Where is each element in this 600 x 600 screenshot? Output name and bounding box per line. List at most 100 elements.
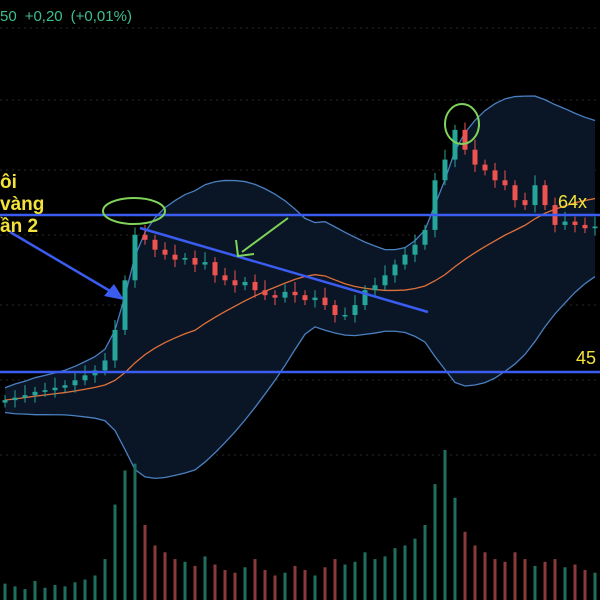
volume-bar bbox=[123, 470, 127, 600]
candle-body bbox=[102, 360, 108, 371]
volume-bar bbox=[23, 589, 27, 600]
candle-body bbox=[562, 221, 568, 225]
volume-bar bbox=[173, 559, 177, 600]
volume-bar bbox=[143, 525, 147, 600]
volume-bar bbox=[533, 565, 537, 600]
candle-body bbox=[382, 275, 388, 286]
volume-bar bbox=[113, 504, 117, 600]
candle-body bbox=[22, 395, 28, 398]
candle-body bbox=[72, 380, 78, 386]
volume-bar bbox=[553, 559, 557, 600]
candle-body bbox=[252, 281, 258, 291]
volume-bar bbox=[303, 570, 307, 600]
candle-body bbox=[422, 229, 428, 245]
volume-bar bbox=[323, 567, 327, 600]
peak-circle bbox=[102, 197, 166, 225]
volume-bar bbox=[93, 575, 97, 600]
volume-bar bbox=[73, 582, 77, 600]
candle-body bbox=[372, 285, 378, 291]
candle-body bbox=[242, 281, 248, 286]
arrow-line bbox=[9, 230, 123, 300]
candle-body bbox=[502, 180, 508, 186]
annotation-line: ôi bbox=[0, 172, 17, 193]
volume-bar bbox=[483, 552, 487, 600]
candle-body bbox=[212, 262, 218, 276]
candle-body bbox=[362, 290, 368, 306]
candle-body bbox=[202, 262, 208, 265]
candle-body bbox=[592, 226, 598, 229]
level-label-upper: 64x bbox=[558, 192, 588, 212]
candle-body bbox=[572, 221, 578, 225]
annotation-line: vàng bbox=[0, 194, 45, 215]
candle-body bbox=[322, 297, 328, 306]
candle-body bbox=[522, 200, 528, 206]
moving-average bbox=[4, 197, 596, 401]
annotation-line: ần 2 bbox=[0, 216, 39, 237]
volume-bar bbox=[293, 565, 297, 600]
candle-body bbox=[492, 170, 498, 181]
volume-bar bbox=[333, 559, 337, 600]
volume-bar bbox=[343, 564, 347, 600]
candle-body bbox=[162, 249, 168, 255]
candle-body bbox=[432, 180, 438, 230]
volume-bar bbox=[233, 572, 237, 600]
green-arrow-line bbox=[241, 217, 289, 253]
candle-body bbox=[452, 129, 458, 160]
candle-body bbox=[32, 391, 38, 396]
volume-bar bbox=[443, 450, 447, 600]
volume-bar bbox=[573, 564, 577, 600]
candle-body bbox=[482, 164, 488, 171]
candle-body bbox=[272, 295, 278, 298]
volume-bar bbox=[163, 552, 167, 600]
bollinger-fill bbox=[5, 96, 595, 479]
candle-body bbox=[532, 185, 538, 206]
volume-bar bbox=[363, 552, 367, 600]
candle-body bbox=[172, 254, 178, 260]
candle-body bbox=[442, 159, 448, 181]
candle-body bbox=[132, 234, 138, 281]
volume-bar bbox=[183, 561, 187, 600]
volume-bar bbox=[133, 463, 137, 600]
trend-line bbox=[139, 226, 429, 314]
volume-bar bbox=[63, 586, 67, 600]
candle-body bbox=[52, 387, 58, 391]
volume-bar bbox=[493, 559, 497, 600]
candle-body bbox=[142, 234, 148, 240]
candle-body bbox=[2, 400, 8, 403]
volume-bar bbox=[43, 587, 47, 600]
candle-body bbox=[62, 385, 68, 388]
volume-bar bbox=[153, 545, 157, 600]
volume-bar bbox=[243, 567, 247, 600]
price-change: +0,20 bbox=[24, 8, 63, 25]
volume-bar bbox=[543, 561, 547, 600]
bollinger-lower bbox=[4, 276, 596, 480]
volume-bar bbox=[203, 556, 207, 600]
volume-bar bbox=[253, 559, 257, 600]
volume-bar bbox=[83, 579, 87, 600]
candle-body bbox=[82, 375, 88, 381]
candle-body bbox=[472, 149, 478, 165]
candle-body bbox=[412, 244, 418, 255]
volume-bar bbox=[353, 561, 357, 600]
candle-body bbox=[332, 305, 338, 315]
candle-body bbox=[512, 185, 518, 201]
volume-bar bbox=[453, 497, 457, 600]
volume-bar bbox=[213, 564, 217, 600]
candle-body bbox=[192, 257, 198, 265]
candle-body bbox=[342, 315, 348, 317]
volume-bar bbox=[503, 561, 507, 600]
volume-bar bbox=[563, 567, 567, 600]
candle-body bbox=[12, 397, 18, 401]
volume-bar bbox=[33, 580, 37, 600]
volume-bar bbox=[593, 572, 597, 600]
volume-bar bbox=[13, 586, 17, 600]
volume-bar bbox=[3, 583, 7, 600]
candle-body bbox=[302, 295, 308, 301]
volume-bar bbox=[383, 556, 387, 600]
volume-bar bbox=[273, 575, 277, 600]
volume-bar bbox=[193, 565, 197, 600]
volume-bar bbox=[413, 538, 417, 600]
price-change-pct: (+0,01%) bbox=[70, 8, 132, 25]
